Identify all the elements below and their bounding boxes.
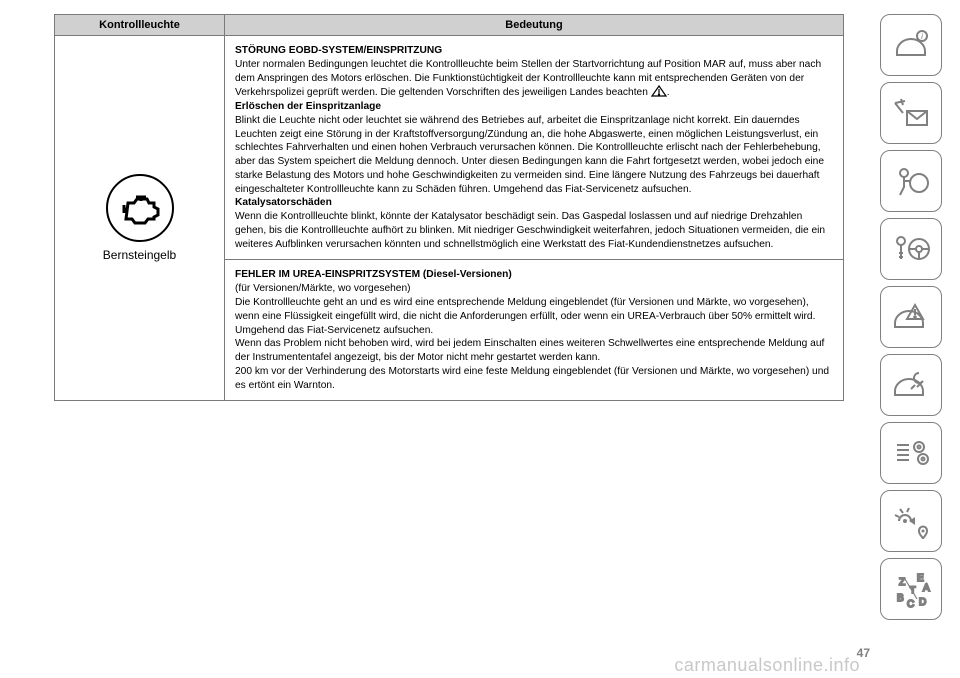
section-text: 200 km vor der Verhinderung des Motorsta… <box>235 366 829 391</box>
section-title: STÖRUNG EOBD-SYSTEM/EINSPRITZUNG <box>235 45 442 56</box>
watermark: carmanualsonline.info <box>674 655 860 676</box>
svg-text:T: T <box>910 585 916 595</box>
svg-text:i: i <box>921 32 923 41</box>
section-urea: FEHLER IM UREA-EINSPRITZSYSTEM (Diesel-V… <box>225 259 843 400</box>
inline-warning-triangle-icon <box>651 85 667 97</box>
svg-text:D: D <box>919 597 926 608</box>
page: i <box>0 0 960 678</box>
nav-tile-lights-messages[interactable] <box>880 82 942 144</box>
section-text: Die Kontrollleuchte geht an und es wird … <box>235 297 815 322</box>
section-text: Blinkt die Leuchte nicht oder leuchtet s… <box>235 115 824 195</box>
nav-tile-media-nav[interactable] <box>880 490 942 552</box>
svg-text:C: C <box>907 599 914 610</box>
svg-text:A: A <box>923 583 930 594</box>
nav-tile-vehicle-info[interactable]: i <box>880 14 942 76</box>
section-eobd: STÖRUNG EOBD-SYSTEM/EINSPRITZUNG Unter n… <box>225 36 843 259</box>
section-note: (für Versionen/Märkte, wo vorgesehen) <box>235 283 411 294</box>
meaning-cell: STÖRUNG EOBD-SYSTEM/EINSPRITZUNG Unter n… <box>225 36 843 400</box>
section-text: Unter normalen Bedingungen leuchtet die … <box>235 59 821 99</box>
section-text: Wenn das Problem nicht behoben wird, wir… <box>235 338 824 363</box>
table-header-right: Bedeutung <box>224 14 844 36</box>
svg-text:Z: Z <box>899 577 905 588</box>
nav-tile-warning[interactable] <box>880 286 942 348</box>
main-content: Kontrollleuchte Bedeutung Bernsteingelb <box>54 14 844 401</box>
section-icon-strip: i <box>880 14 942 620</box>
indicator-color-label: Bernsteingelb <box>103 248 176 262</box>
table-body: Bernsteingelb STÖRUNG EOBD-SYSTEM/EINSPR… <box>54 36 844 401</box>
nav-tile-airbag[interactable] <box>880 150 942 212</box>
section-text: Umgehend das Fiat-Servicenetz aufsuchen. <box>235 325 433 336</box>
nav-tile-index[interactable]: Z E B A C D T <box>880 558 942 620</box>
nav-tile-keys-steering[interactable] <box>880 218 942 280</box>
section-subtitle: Erlöschen der Einspritzanlage <box>235 101 381 112</box>
indicator-cell: Bernsteingelb <box>55 36 225 400</box>
nav-tile-service[interactable] <box>880 354 942 416</box>
section-subtitle: Katalysatorschäden <box>235 197 332 208</box>
nav-tile-settings-list[interactable] <box>880 422 942 484</box>
section-title: FEHLER IM UREA-EINSPRITZSYSTEM (Diesel-V… <box>235 269 512 280</box>
svg-text:B: B <box>897 593 904 604</box>
table-header-left: Kontrollleuchte <box>54 14 224 36</box>
engine-warning-icon <box>106 174 174 242</box>
warning-table: Kontrollleuchte Bedeutung Bernsteingelb <box>54 14 844 401</box>
section-text: Wenn die Kontrollleuchte blinkt, könnte … <box>235 211 825 250</box>
table-header-row: Kontrollleuchte Bedeutung <box>54 14 844 36</box>
